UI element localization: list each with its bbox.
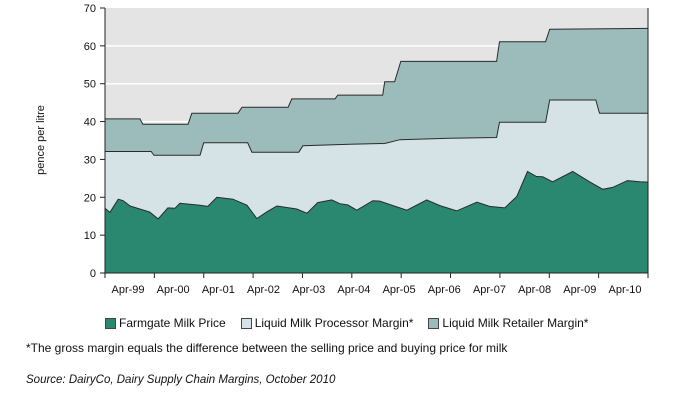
legend: Farmgate Milk Price Liquid Milk Processo… <box>105 316 588 330</box>
y-axis-label: pence per litre <box>35 105 47 175</box>
x-tick-label: Apr-09 <box>563 284 596 296</box>
series-line <box>104 170 649 220</box>
x-tick-label: Apr-02 <box>247 284 280 296</box>
legend-swatch-processor <box>240 317 252 329</box>
x-tick-label: Apr-06 <box>428 284 461 296</box>
x-tick-label: Apr-01 <box>202 284 235 296</box>
source-citation: Source: DairyCo, Dairy Supply Chain Marg… <box>26 374 336 386</box>
x-tick-label: Apr-08 <box>518 284 551 296</box>
area-farmgate-milk-price <box>105 171 648 273</box>
x-tick-label: Apr-99 <box>111 284 144 296</box>
series-line <box>105 99 648 156</box>
legend-item-processor: Liquid Milk Processor Margin* <box>240 316 414 330</box>
x-tick-label: Apr-05 <box>383 284 416 296</box>
y-tick-label: 40 <box>84 117 96 129</box>
legend-label: Liquid Milk Retailer Margin* <box>442 316 589 330</box>
y-tick-label: 70 <box>84 3 96 15</box>
x-tick-label: Apr-07 <box>473 284 506 296</box>
y-tick-label: 50 <box>84 79 96 91</box>
x-tick-label: Apr-04 <box>337 284 370 296</box>
y-tick-label: 20 <box>84 192 96 204</box>
y-tick-label: 10 <box>84 230 96 242</box>
legend-item-retailer: Liquid Milk Retailer Margin* <box>428 316 588 330</box>
x-tick-label: Apr-10 <box>608 284 641 296</box>
x-tick-label: Apr-00 <box>157 284 190 296</box>
series-line <box>105 27 649 125</box>
y-tick-label: 0 <box>90 268 96 280</box>
legend-swatch-retailer <box>428 317 440 329</box>
footnote: *The gross margin equals the difference … <box>26 341 508 355</box>
y-tick-label: 60 <box>84 41 96 53</box>
x-tick-label: Apr-03 <box>292 284 325 296</box>
legend-swatch-farmgate <box>105 317 116 329</box>
legend-item-farmgate: Farmgate Milk Price <box>105 316 226 330</box>
legend-label: Liquid Milk Processor Margin* <box>254 316 414 330</box>
legend-label: Farmgate Milk Price <box>119 316 226 330</box>
y-tick-label: 30 <box>84 154 96 166</box>
